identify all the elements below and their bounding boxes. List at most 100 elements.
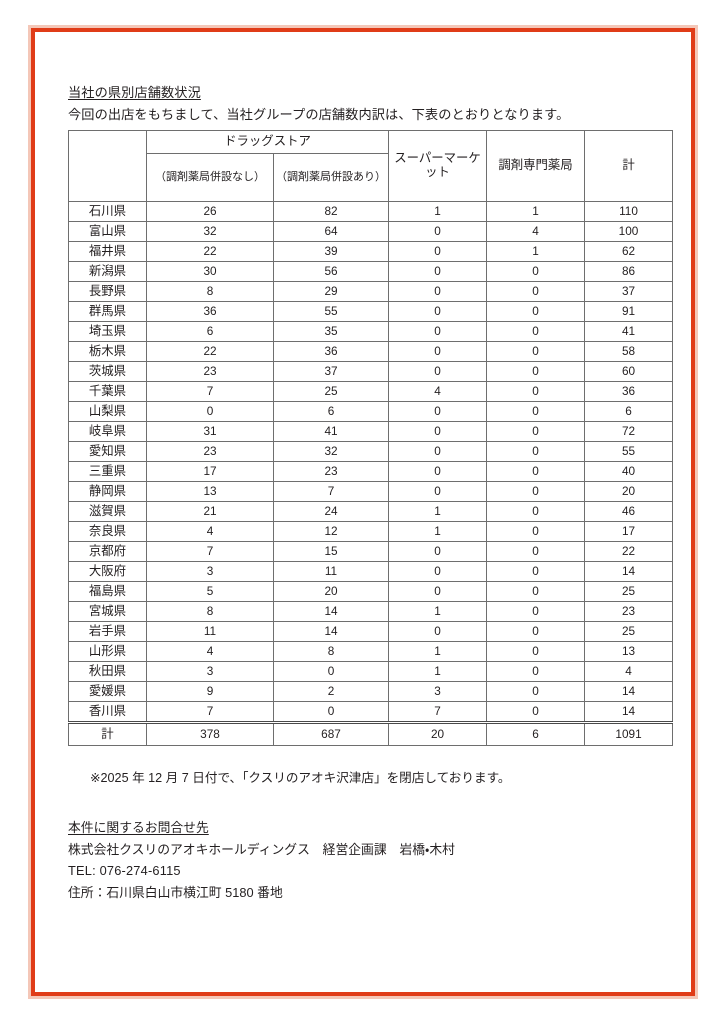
- cell-super: 0: [388, 261, 488, 282]
- cell-super: 0: [388, 541, 488, 562]
- row-prefecture: 福井県: [68, 241, 147, 262]
- cell-ds-yes: 35: [272, 321, 390, 342]
- cell-pharm: 0: [486, 381, 586, 402]
- cell-ds-no: 21: [146, 501, 274, 522]
- table-row: 山形県 4 8 1 0 13: [68, 641, 674, 662]
- cell-ds-yes: 25: [272, 381, 390, 402]
- table-row: 山梨県 0 6 0 0 6: [68, 401, 674, 422]
- cell-pharm: 0: [486, 461, 586, 482]
- cell-total: 110: [584, 201, 674, 222]
- table-body: 石川県 26 82 1 1 110 富山県 32 64 0 4 100 福井県 22 39 0 1 62 新潟県 30…: [68, 201, 674, 746]
- cell-ds-yes: 2: [272, 681, 390, 702]
- cell-ds-yes: 64: [272, 221, 390, 242]
- cell-total: 46: [584, 501, 674, 522]
- cell-total: 60: [584, 361, 674, 382]
- table-row: 茨城県 23 37 0 0 60: [68, 361, 674, 382]
- cell-total: 22: [584, 541, 674, 562]
- table-row: 秋田県 3 0 1 0 4: [68, 661, 674, 682]
- table-head: ドラッグストア スーパーマーケット 調剤専門薬局 計 （調剤薬局併設なし） （調…: [68, 130, 674, 202]
- cell-super: 0: [388, 441, 488, 462]
- cell-total: 25: [584, 621, 674, 642]
- table-row: 富山県 32 64 0 4 100: [68, 221, 674, 242]
- table-row: 長野県 8 29 0 0 37: [68, 281, 674, 302]
- row-prefecture: 福島県: [68, 581, 147, 602]
- cell-ds-yes: 41: [272, 421, 390, 442]
- cell-ds-no: 23: [146, 441, 274, 462]
- cell-super: 0: [388, 281, 488, 302]
- table-row: 三重県 17 23 0 0 40: [68, 461, 674, 482]
- cell-pharm: 0: [486, 561, 586, 582]
- cell-pharm: 0: [486, 281, 586, 302]
- table-row: 群馬県 36 55 0 0 91: [68, 301, 674, 322]
- cell-super: 1: [388, 601, 488, 622]
- cell-super: 0: [388, 301, 488, 322]
- row-prefecture: 茨城県: [68, 361, 147, 382]
- table-row: 千葉県 7 25 4 0 36: [68, 381, 674, 402]
- row-prefecture: 群馬県: [68, 301, 147, 322]
- cell-total: 100: [584, 221, 674, 242]
- cell-pharm: 1: [486, 241, 586, 262]
- cell-pharm: 0: [486, 401, 586, 422]
- cell-total: 55: [584, 441, 674, 462]
- cell-total: 4: [584, 661, 674, 682]
- table-row: 岐阜県 31 41 0 0 72: [68, 421, 674, 442]
- row-prefecture: 奈良県: [68, 521, 147, 542]
- cell-pharm: 0: [486, 701, 586, 723]
- row-prefecture: 秋田県: [68, 661, 147, 682]
- contact-company: 株式会社クスリのアオキホールディングス 経営企画課 岩橋・木村: [68, 841, 455, 857]
- cell-ds-no: 23: [146, 361, 274, 382]
- cell-ds-no: 4: [146, 641, 274, 662]
- cell-ds-no: 22: [146, 341, 274, 362]
- cell-total: 62: [584, 241, 674, 262]
- cell-total: 58: [584, 341, 674, 362]
- cell-ds-no: 9: [146, 681, 274, 702]
- cell-pharm: 0: [486, 521, 586, 542]
- row-prefecture: 京都府: [68, 541, 147, 562]
- cell-ds-no: 26: [146, 201, 274, 222]
- cell-ds-no: 30: [146, 261, 274, 282]
- cell-ds-no: 36: [146, 301, 274, 322]
- cell-ds-yes: 23: [272, 461, 390, 482]
- cell-ds-no: 32: [146, 221, 274, 242]
- table-row: 大阪府 3 11 0 0 14: [68, 561, 674, 582]
- table-row: 京都府 7 15 0 0 22: [68, 541, 674, 562]
- cell-ds-no: 22: [146, 241, 274, 262]
- cell-ds-yes: 6: [272, 401, 390, 422]
- cell-pharm: 4: [486, 221, 586, 242]
- cell-pharm: 0: [486, 481, 586, 502]
- table-total-row: 計 378 687 20 6 1091: [68, 721, 674, 746]
- cell-ds-no: 8: [146, 601, 274, 622]
- contact-section: 本件に関するお問合せ先 株式会社クスリのアオキホールディングス 経営企画課 岩橋…: [68, 817, 668, 903]
- cell-super: 0: [388, 341, 488, 362]
- cell-ds-no: 4: [146, 521, 274, 542]
- cell-ds-yes: 20: [272, 581, 390, 602]
- cell-ds-no: 17: [146, 461, 274, 482]
- row-prefecture: 埼玉県: [68, 321, 147, 342]
- cell-total: 91: [584, 301, 674, 322]
- table-row: 香川県 7 0 7 0 14: [68, 701, 674, 723]
- row-prefecture: 石川県: [68, 201, 147, 222]
- cell-ds-no: 0: [146, 401, 274, 422]
- cell-super: 1: [388, 501, 488, 522]
- table-row: 福島県 5 20 0 0 25: [68, 581, 674, 602]
- cell-ds-no: 7: [146, 541, 274, 562]
- cell-total: 6: [584, 401, 674, 422]
- cell-ds-yes: 36: [272, 341, 390, 362]
- cell-pharm: 0: [486, 341, 586, 362]
- row-prefecture: 山形県: [68, 641, 147, 662]
- cell-super: 4: [388, 381, 488, 402]
- cell-ds-yes: 12: [272, 521, 390, 542]
- cell-pharm: 0: [486, 581, 586, 602]
- table-row: 奈良県 4 12 1 0 17: [68, 521, 674, 542]
- store-count-table: ドラッグストア スーパーマーケット 調剤専門薬局 計 （調剤薬局併設なし） （調…: [68, 130, 674, 746]
- cell-ds-no: 8: [146, 281, 274, 302]
- row-prefecture: 大阪府: [68, 561, 147, 582]
- cell-super: 7: [388, 701, 488, 723]
- row-prefecture: 栃木県: [68, 341, 147, 362]
- cell-super: 1: [388, 201, 488, 222]
- row-prefecture: 山梨県: [68, 401, 147, 422]
- row-prefecture: 宮城県: [68, 601, 147, 622]
- cell-super: 0: [388, 461, 488, 482]
- row-prefecture: 滋賀県: [68, 501, 147, 522]
- row-prefecture: 三重県: [68, 461, 147, 482]
